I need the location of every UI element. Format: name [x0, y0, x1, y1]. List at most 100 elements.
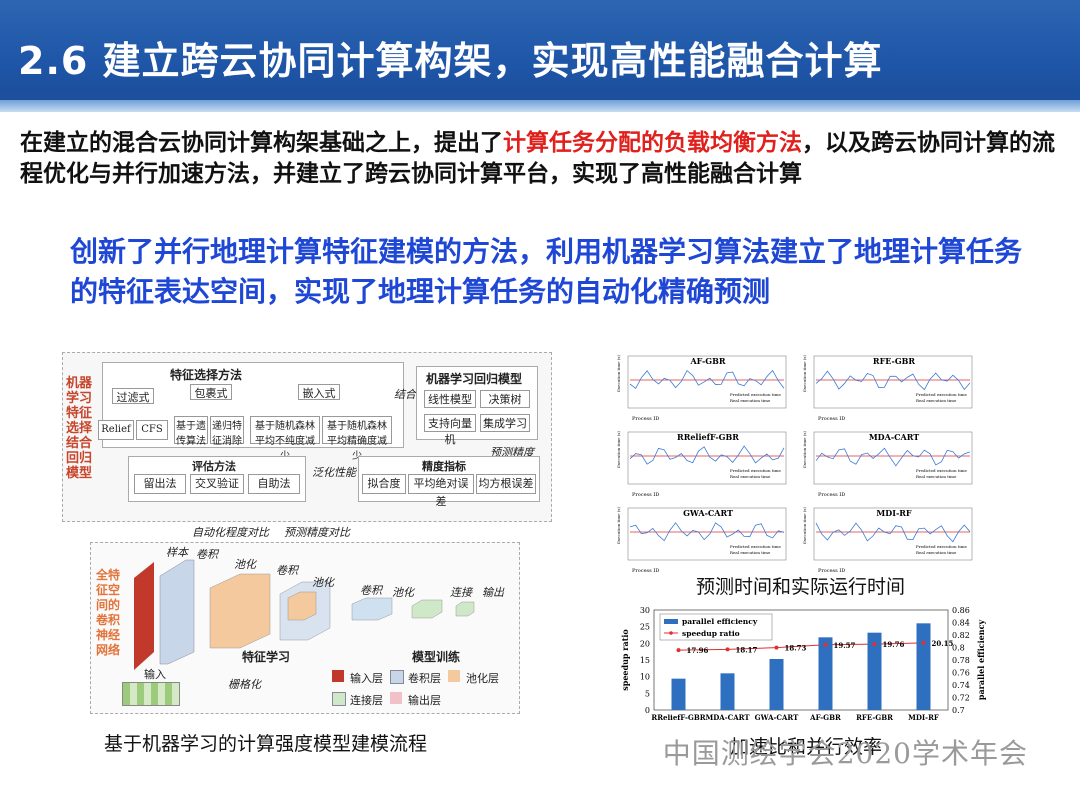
legend-fc: 连接层 [350, 694, 383, 707]
pool-block-2 [287, 591, 317, 621]
mini-legend-pred: Predicted execution time [730, 544, 781, 549]
cnn-side-label: 全特征空间的卷积神经网络 [96, 568, 121, 657]
mini-chart-title: MDI-RF [876, 508, 912, 518]
bar [916, 623, 931, 710]
y2-tick-label: 0.84 [952, 619, 970, 628]
rf-impurity-box: 基于随机森林平均不纯度减少 [250, 416, 320, 462]
mae-box: 平均绝对误差 [408, 474, 474, 508]
legend-pool-swatch [448, 670, 460, 682]
y-axis-label: speedup ratio [620, 629, 630, 691]
line-point [823, 642, 828, 647]
intro-paragraph: 在建立的混合云协同计算构架基础之上，提出了计算任务分配的负载均衡方法，以及跨云协… [20, 128, 1060, 190]
y2-tick-label: 0.76 [952, 669, 970, 678]
mini-chart: RReliefF-GBR Predicted execution timeReal… [616, 431, 787, 498]
cnn-diagram [134, 559, 475, 670]
mini-legend-pred: Predicted execution time [916, 468, 967, 473]
page-title: 2.6 建立跨云协同计算构架，实现高性能融合计算 [18, 39, 883, 83]
mini-x-label: Process ID [818, 568, 845, 574]
conv-block-3 [351, 597, 393, 621]
bar [769, 659, 784, 710]
compare2-label: 预测精度对比 [284, 526, 350, 539]
line-point [676, 648, 681, 653]
mini-frame [627, 355, 787, 409]
filter-box: 过滤式 [112, 388, 154, 404]
mini-legend-real: Real execution time [916, 550, 957, 555]
out-label: 输出 [482, 586, 504, 599]
bootstrap-box: 自助法 [248, 474, 300, 494]
mini-y-label: Execution time (s) [802, 431, 807, 468]
mini-frame [627, 507, 787, 561]
output-block [455, 601, 475, 617]
mini-y-label: Execution time (s) [802, 507, 807, 544]
fit-box: 拟合度 [362, 474, 406, 494]
mini-chart-title: GWA-CART [683, 508, 733, 518]
conv-label-2: 卷积 [276, 564, 298, 577]
mini-y-label: Execution time (s) [616, 507, 621, 544]
intro-part2: ，以及跨云协同计算的流程优化与并行加速方法，并建立了跨云协同计算平台，实现了高性… [20, 130, 1055, 187]
mini-legend-real: Real execution time [916, 474, 957, 479]
relief-box: Relief [98, 420, 134, 440]
data-label: 18.73 [785, 644, 807, 653]
legend-input: 输入层 [350, 672, 383, 685]
y2-axis-label: parallel efficiency [976, 620, 986, 701]
mini-x-label: Process ID [632, 568, 659, 574]
grid-image [122, 682, 180, 706]
cv-box: 交叉验证 [190, 474, 244, 494]
ensemble-box: 集成学习 [480, 414, 530, 432]
mini-charts-grid: AF-GBR Predicted execution time Real execu… [614, 352, 976, 574]
intro-highlight: 计算任务分配的负载均衡方法 [503, 130, 802, 156]
y2-tick-label: 0.72 [952, 694, 970, 703]
tree-box: 决策树 [480, 390, 530, 408]
title-bar-band [0, 100, 1080, 112]
legend-line-marker [669, 631, 673, 635]
y2-tick-label: 0.78 [952, 656, 970, 665]
mini-y-label: Execution time (s) [802, 355, 807, 392]
innovation-text: 创新了并行地理计算特征建模的方法，利用机器学习算法建立了地理计算任务的特征表达空… [70, 235, 1023, 308]
intro-part1: 在建立的混合云协同计算构架基础之上，提出了 [20, 130, 503, 156]
bar [818, 637, 833, 710]
mini-x-label: Process ID [818, 416, 845, 422]
mini-real-line [815, 370, 971, 391]
caption-right-top: 预测时间和实际运行时间 [696, 576, 906, 598]
y2-tick-label: 0.8 [952, 644, 965, 653]
sample-label: 样本 [166, 546, 188, 559]
fc-label: 连接 [450, 586, 472, 599]
combine-label: 结合 [394, 388, 416, 401]
pool-label-3: 池化 [392, 586, 414, 599]
x-tick-label: RReliefF-GBR [651, 713, 705, 722]
mini-legend-real: Real execution time [730, 550, 771, 555]
data-label: 19.57 [834, 641, 856, 650]
legend-out: 输出层 [408, 694, 441, 707]
legend-bar-swatch [664, 619, 678, 624]
x-tick-label: GWA-CART [755, 713, 799, 722]
x-tick-label: RFE-GBR [856, 713, 893, 722]
feat-learn-label: 特征学习 [242, 650, 291, 664]
pool-block-1 [209, 573, 271, 649]
mini-legend-real: Real execution time [730, 474, 771, 479]
legend-conv-swatch [390, 670, 404, 684]
data-label: 19.76 [883, 640, 905, 649]
data-label: 18.17 [736, 645, 758, 654]
embedded-box: 嵌入式 [298, 384, 340, 400]
svm-box: 支持向量机 [424, 414, 476, 446]
y-tick-label: 20 [640, 639, 650, 648]
legend-conv: 卷积层 [408, 672, 441, 685]
mini-legend-real: Real execution time [916, 398, 957, 403]
mini-legend-real: Real execution time [730, 398, 771, 403]
mini-real-line [815, 447, 971, 467]
fc-block [411, 599, 443, 619]
line-point [725, 647, 730, 652]
legend-input-swatch [332, 670, 344, 682]
legend-line-label: speedup ratio [682, 629, 740, 638]
y-tick-label: 0 [645, 706, 650, 715]
speedup-line [678, 642, 924, 651]
mini-y-label: Execution time (s) [616, 355, 621, 392]
mini-chart-title: RReliefF-GBR [677, 432, 739, 442]
recursive-box: 递归特征消除 [210, 416, 244, 447]
conv-block-1 [159, 559, 195, 665]
mini-x-label: Process ID [818, 492, 845, 498]
legend-fc-swatch [332, 692, 346, 706]
